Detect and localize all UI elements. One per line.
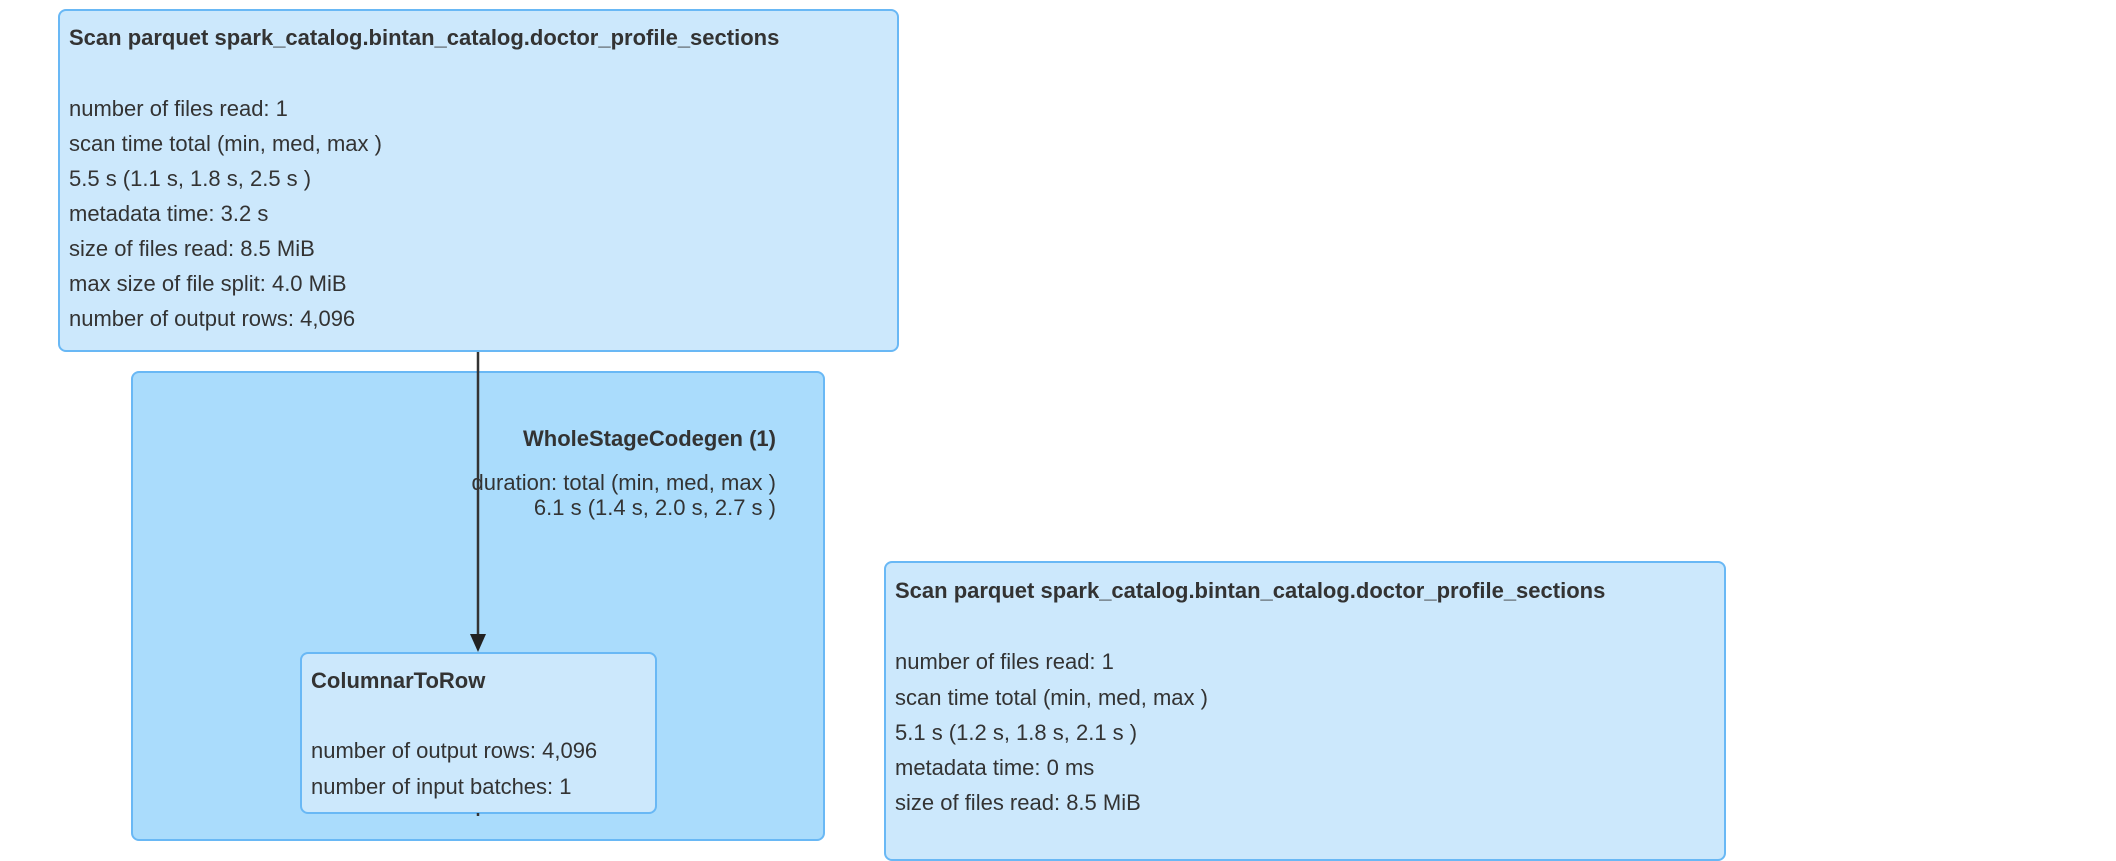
node-metric: max size of file split: 4.0 MiB xyxy=(69,271,347,296)
node-metric: number of files read: 1 xyxy=(895,649,1114,674)
node-title: Scan parquet spark_catalog.bintan_catalo… xyxy=(69,25,780,50)
codegen-metric: duration: total (min, med, max ) xyxy=(471,470,776,495)
node-metric: size of files read: 8.5 MiB xyxy=(895,790,1141,815)
node-metric: 5.5 s (1.1 s, 1.8 s, 2.5 s ) xyxy=(69,166,312,191)
node-metric: 5.1 s (1.2 s, 1.8 s, 2.1 s ) xyxy=(895,720,1138,745)
node-metric: number of input batches: 1 xyxy=(311,774,572,799)
node-metric: size of files read: 8.5 MiB xyxy=(69,236,315,261)
node-title: Scan parquet spark_catalog.bintan_catalo… xyxy=(895,578,1606,603)
node-metric: scan time total (min, med, max ) xyxy=(895,685,1208,710)
arrowhead-icon xyxy=(470,634,486,652)
edges xyxy=(470,352,486,816)
node-metric: number of output rows: 4,096 xyxy=(311,738,598,763)
node-metric: metadata time: 0 ms xyxy=(895,755,1095,780)
codegen-metric: 6.1 s (1.4 s, 2.0 s, 2.7 s ) xyxy=(533,495,776,520)
node-metric: scan time total (min, med, max ) xyxy=(69,131,382,156)
columnar-to-row-node[interactable]: ColumnarToRow number of output rows: 4,0… xyxy=(300,652,657,814)
codegen-title: WholeStageCodegen (1) xyxy=(522,426,776,451)
scan-parquet-node-1[interactable]: Scan parquet spark_catalog.bintan_catalo… xyxy=(58,9,899,352)
scan-parquet-node-2[interactable]: Scan parquet spark_catalog.bintan_catalo… xyxy=(884,561,1726,861)
node-metric: number of files read: 1 xyxy=(69,96,288,121)
node-title: ColumnarToRow xyxy=(311,668,486,693)
node-metric: number of output rows: 4,096 xyxy=(69,306,356,331)
node-metric: metadata time: 3.2 s xyxy=(69,201,269,226)
